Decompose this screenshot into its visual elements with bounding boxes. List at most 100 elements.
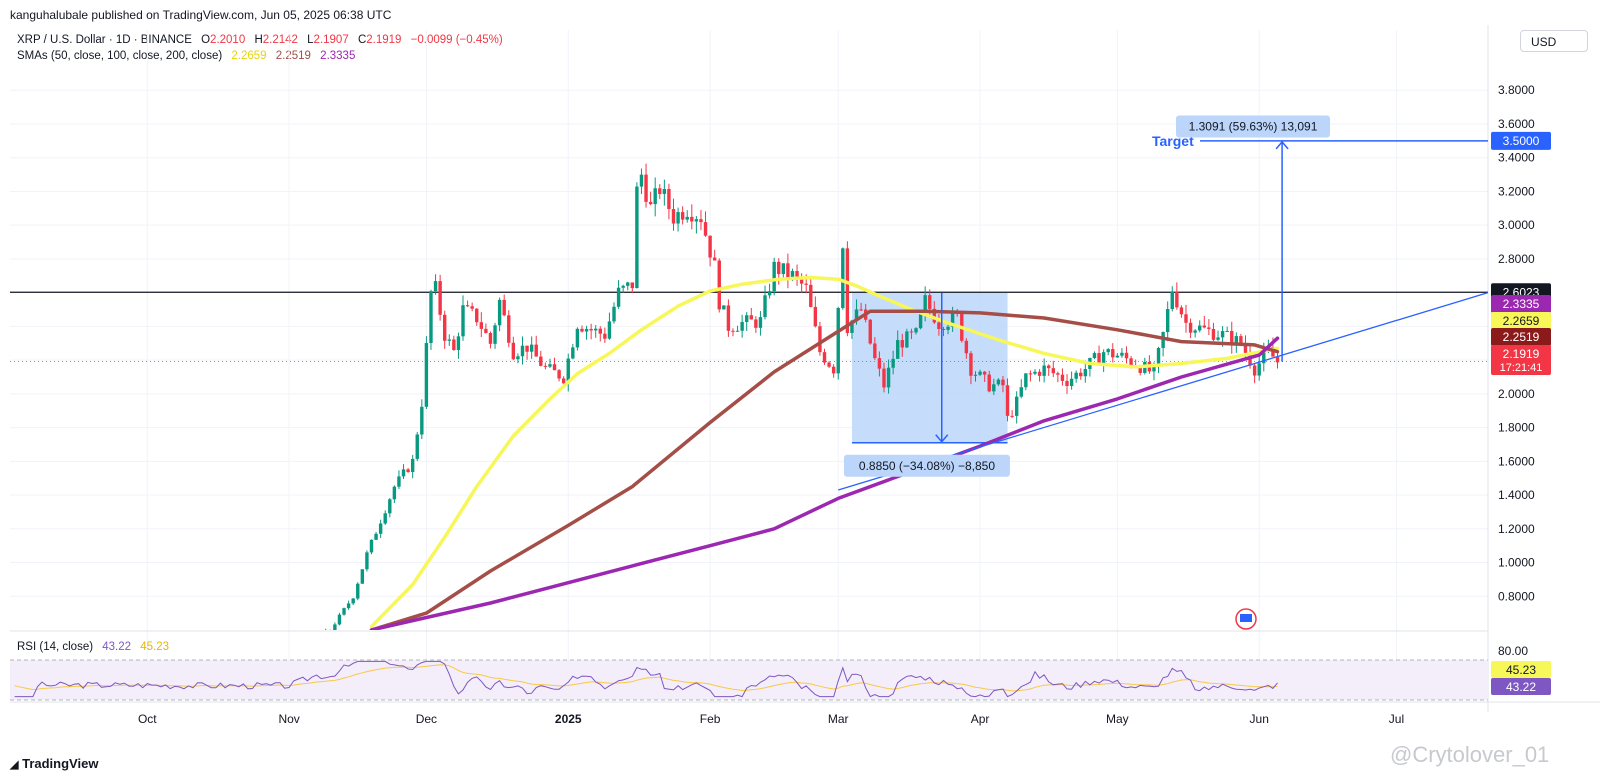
candle-body (799, 276, 804, 284)
candle-body (310, 636, 313, 641)
candle-body (502, 299, 506, 316)
candle-body (438, 281, 442, 315)
candle-body (1079, 372, 1083, 377)
candle (827, 361, 831, 369)
y-tick-label: 2.2000 (1498, 353, 1535, 367)
candle (795, 264, 799, 286)
candles (31, 163, 1280, 649)
candle-body (726, 305, 731, 331)
candle (378, 519, 383, 539)
candle-body (891, 358, 895, 368)
candle (415, 431, 419, 462)
candle-body (1230, 330, 1234, 346)
candle (1111, 343, 1115, 363)
candle (68, 636, 71, 639)
candle (31, 637, 34, 639)
candle (841, 247, 845, 310)
candle-body (731, 330, 735, 332)
rsi-value: 43.22 (102, 641, 132, 653)
candle (1010, 410, 1014, 419)
tradingview-logo[interactable]: ◢ TradingView (10, 756, 99, 771)
sma200-value: 2.3335 (320, 50, 356, 62)
candle-body (566, 358, 570, 384)
candle-body (982, 371, 987, 375)
candle (722, 305, 726, 310)
candle (452, 335, 456, 351)
candle (996, 378, 1001, 386)
candle-body (255, 644, 258, 645)
candle-body (900, 340, 904, 348)
candle (77, 635, 80, 640)
candle-body (896, 340, 900, 359)
candle-body (63, 636, 66, 637)
candle-body (223, 645, 226, 646)
candle-body (694, 219, 699, 222)
candle (114, 638, 117, 640)
candle-body (54, 639, 57, 640)
flag-icon-body (1240, 614, 1252, 622)
candle (287, 645, 290, 649)
candle (1220, 326, 1225, 347)
candle-body (1147, 361, 1152, 372)
candle-body (612, 306, 616, 322)
x-tick-label: Mar (828, 712, 849, 726)
candle-body (242, 645, 245, 646)
countdown-tag: 17:21:41 (1500, 362, 1543, 374)
candle-body (598, 328, 602, 334)
candle (63, 635, 66, 638)
candle-body (68, 636, 71, 638)
y-tick-label: 3.0000 (1498, 218, 1535, 232)
candle (1129, 356, 1133, 369)
candle-body (1193, 330, 1197, 333)
candle-body (1092, 353, 1097, 359)
candle-body (964, 340, 969, 354)
candle (662, 179, 667, 206)
candle (182, 640, 185, 641)
candle-body (754, 319, 758, 328)
candle-body (383, 513, 387, 524)
candle (283, 644, 286, 648)
candle-body (104, 637, 107, 639)
candle (233, 642, 236, 644)
candle-body (237, 644, 240, 645)
candle (548, 358, 552, 368)
candle-body (187, 641, 190, 644)
candle-body (1088, 358, 1092, 369)
candle (909, 328, 914, 340)
candle-body (210, 644, 213, 645)
candle-body (401, 469, 406, 477)
candle-body (1060, 374, 1065, 381)
candle (383, 510, 387, 525)
candle-body (1275, 356, 1280, 363)
candle-body (992, 384, 996, 392)
candle-body (1033, 371, 1037, 374)
candle-body (1065, 380, 1069, 386)
candle-body (626, 282, 630, 286)
candle-body (488, 333, 493, 344)
candle-body (410, 458, 415, 473)
candle (589, 323, 593, 340)
candle (1001, 375, 1005, 393)
candle (1248, 345, 1252, 369)
candle-body (1257, 363, 1261, 376)
y-tick-label: 3.6000 (1498, 117, 1535, 131)
candle (410, 454, 415, 479)
candle (1207, 319, 1211, 336)
candle-body (1220, 331, 1225, 338)
candle (1120, 348, 1124, 358)
candle-body (616, 287, 621, 307)
candle (187, 641, 190, 645)
currency-selector[interactable]: USD (1520, 30, 1588, 52)
candle (214, 643, 217, 646)
candle (1065, 374, 1069, 394)
candle (306, 640, 309, 642)
candle (196, 641, 199, 643)
candle-body (182, 641, 185, 642)
candle (484, 323, 488, 334)
candle-body (648, 201, 653, 205)
candle-body (841, 248, 845, 309)
candle (955, 308, 959, 317)
candle-body (561, 378, 566, 384)
candle (1188, 318, 1193, 339)
